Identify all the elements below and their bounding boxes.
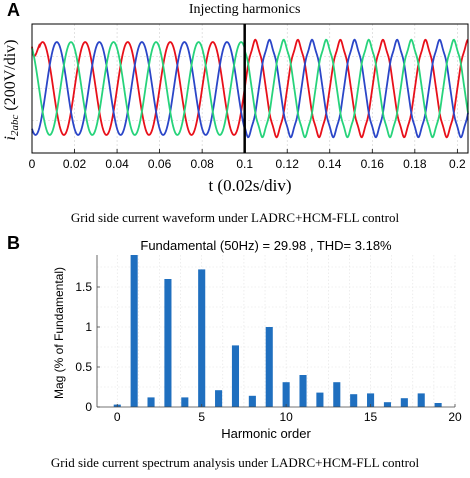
spectrum-x-tick-label: 5 xyxy=(198,410,205,424)
spectrum-y-tick-label: 0.5 xyxy=(75,360,92,374)
waveform-x-tick-label: 0.16 xyxy=(361,157,385,171)
y-label-rest: (200V/div) xyxy=(2,40,19,115)
spectrum-x-tick-label: 15 xyxy=(364,410,378,424)
waveform-x-tick-label: 0.12 xyxy=(276,157,300,171)
phase-waveform-1 xyxy=(31,38,469,139)
panel-b-letter: B xyxy=(7,233,20,253)
spectrum-bar xyxy=(417,393,425,407)
spectrum-bar xyxy=(231,345,240,407)
spectrum-y-tick-label: 1.5 xyxy=(75,280,92,294)
phase-waveform-3 xyxy=(31,38,469,139)
waveform-x-tick-label: 0.18 xyxy=(403,157,427,171)
waveform-x-tick-label: 0.02 xyxy=(63,157,87,171)
spectrum-title: Fundamental (50Hz) = 29.98 , THD= 3.18% xyxy=(140,238,392,253)
caption-b: Grid side current spectrum analysis unde… xyxy=(50,455,420,470)
spectrum-bar xyxy=(198,269,206,407)
spectrum-bar xyxy=(434,403,442,407)
spectrum-bars xyxy=(113,255,442,407)
spectrum-x-tick-label: 10 xyxy=(279,410,293,424)
spectrum-bar xyxy=(181,397,189,407)
spectrum-bar xyxy=(400,398,408,407)
waveform-x-tick-label: 0.06 xyxy=(148,157,172,171)
spectrum-bar xyxy=(383,402,391,407)
spectrum-y-tick-label: 1 xyxy=(85,320,92,334)
waveform-x-axis-label: t (0.02s/div) xyxy=(208,176,291,195)
spectrum-x-axis-label: Harmonic order xyxy=(221,426,311,441)
spectrum-bar xyxy=(282,382,290,407)
spectrum-bar xyxy=(299,375,307,407)
spectrum-grid xyxy=(97,255,456,407)
waveform-x-tick-label: 0.14 xyxy=(318,157,342,171)
spectrum-bar xyxy=(350,394,358,407)
spectrum-x-tick-label: 0 xyxy=(114,410,121,424)
waveform-series xyxy=(31,38,469,139)
spectrum-bar xyxy=(265,327,273,407)
spectrum-bar xyxy=(316,392,324,407)
phase-waveform-2 xyxy=(31,38,469,139)
spectrum-y-tick-label: 0 xyxy=(85,400,92,414)
spectrum-bar xyxy=(248,395,256,407)
waveform-x-tick-label: 0.08 xyxy=(190,157,214,171)
spectrum-bar xyxy=(215,390,223,407)
spectrum-y-axis-label: Mag (% of Fundamental) xyxy=(52,267,66,399)
spectrum-ticks: 0 5 10 15 20 0 0.5 1 1.5 xyxy=(75,280,462,424)
caption-a: Grid side current waveform under LADRC+H… xyxy=(70,210,400,225)
spectrum-bar xyxy=(164,279,172,407)
waveform-x-tick-label: 0.04 xyxy=(105,157,129,171)
waveform-x-tick-label: 0 xyxy=(29,157,36,171)
waveform-x-tick-label: 0.2 xyxy=(449,157,466,171)
waveform-chart: 0 0.02 0.04 0.06 0.08 0.1 0.12 0.14 0.16 0.18 0.2 … xyxy=(2,2,469,195)
spectrum-bar xyxy=(130,255,138,407)
y-label-main: i xyxy=(2,136,19,140)
injection-annotation: Injecting harmonics xyxy=(189,2,301,17)
y-label-subscript: 2abc xyxy=(9,115,21,137)
spectrum-x-tick-label: 20 xyxy=(448,410,462,424)
spectrum-bar xyxy=(147,397,155,407)
panel-a-letter: A xyxy=(7,0,20,20)
spectrum-bar xyxy=(367,393,375,407)
spectrum-bar xyxy=(333,382,341,407)
waveform-y-axis-label: i2abc (200V/div) xyxy=(2,40,21,141)
waveform-x-tick-label: 0.1 xyxy=(236,157,253,171)
waveform-x-ticks: 0 0.02 0.04 0.06 0.08 0.1 0.12 0.14 0.16 0.18 0.2 xyxy=(29,149,466,171)
